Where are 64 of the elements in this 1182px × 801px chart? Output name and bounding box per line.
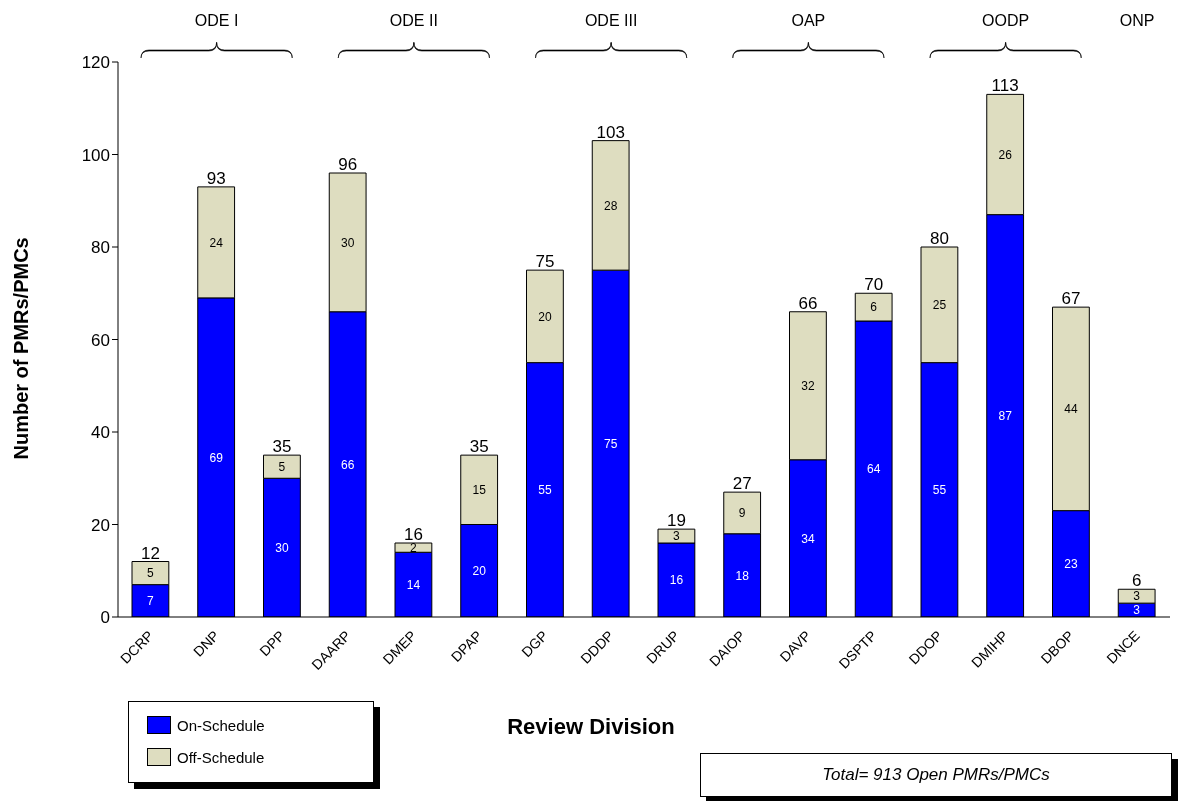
total-label: 113: [991, 76, 1019, 96]
data-label: 6: [870, 300, 878, 315]
total-label: 75: [535, 252, 555, 272]
data-label: 24: [209, 235, 224, 250]
data-label: 14: [406, 577, 421, 592]
text: Total= 913 Open PMRs/PMCs: [700, 753, 1172, 797]
data-label: 55: [538, 483, 552, 498]
total-label: 6: [1131, 571, 1142, 591]
y-tick-label: 0: [100, 608, 110, 628]
data-label: 66: [340, 457, 355, 472]
data-label: 20: [472, 564, 487, 579]
total-label: 96: [338, 155, 358, 174]
legend-label: On-Schedule: [177, 716, 265, 734]
data-label: 20: [538, 309, 552, 324]
total-label: 19: [666, 511, 686, 531]
y-tick-label: 80: [91, 238, 110, 258]
data-label: 55: [932, 483, 947, 498]
y-tick-label: 100: [81, 145, 110, 165]
data-label: 34: [801, 531, 815, 546]
data-label: 30: [340, 235, 355, 250]
total-label: 67: [1061, 289, 1081, 309]
data-label: 23: [1064, 557, 1078, 572]
total-label: 70: [864, 275, 884, 295]
total-label: 35: [469, 437, 489, 457]
text: ODE I: [194, 12, 239, 29]
data-label: 15: [472, 483, 487, 498]
data-label: 75: [603, 436, 618, 451]
data-label: 30: [275, 540, 289, 555]
total-label: 80: [929, 229, 949, 248]
legend-label: Off-Schedule: [177, 748, 265, 766]
total-label: 103: [596, 122, 625, 142]
data-label: 28: [603, 198, 618, 213]
data-label: 16: [669, 573, 684, 588]
total-label: 66: [798, 293, 818, 313]
data-label: 3: [673, 529, 681, 544]
data-label: 87: [998, 409, 1013, 424]
x-axis-title: Review Division: [507, 714, 675, 739]
total-label: 93: [206, 168, 226, 188]
total-label: 12: [140, 543, 160, 563]
y-tick-label: 40: [91, 423, 110, 443]
text: ODE III: [584, 12, 638, 29]
data-label: 69: [209, 450, 224, 465]
data-label: 32: [801, 379, 815, 394]
text: ONP: [1119, 12, 1155, 29]
y-tick-label: 60: [91, 330, 110, 350]
total-label: 35: [272, 437, 292, 457]
text: OODP: [982, 12, 1030, 29]
data-label: 9: [738, 506, 746, 521]
data-label: 7: [147, 594, 155, 609]
data-label: 25: [932, 298, 947, 313]
text: OAP: [791, 12, 826, 29]
y-tick-label: 120: [81, 53, 110, 73]
data-label: 18: [735, 568, 750, 583]
data-label: 5: [278, 459, 286, 474]
text: ODE II: [389, 12, 438, 29]
total-label: 27: [732, 474, 752, 494]
data-label: 64: [866, 462, 881, 477]
data-label: 5: [147, 566, 155, 581]
data-label: 44: [1064, 402, 1078, 417]
y-tick-label: 20: [91, 515, 110, 535]
data-label: 3: [1133, 589, 1141, 604]
data-label: 26: [998, 147, 1013, 162]
y-axis-title: Number of PMRs/PMCs: [10, 237, 33, 460]
data-label: 3: [1133, 603, 1141, 618]
